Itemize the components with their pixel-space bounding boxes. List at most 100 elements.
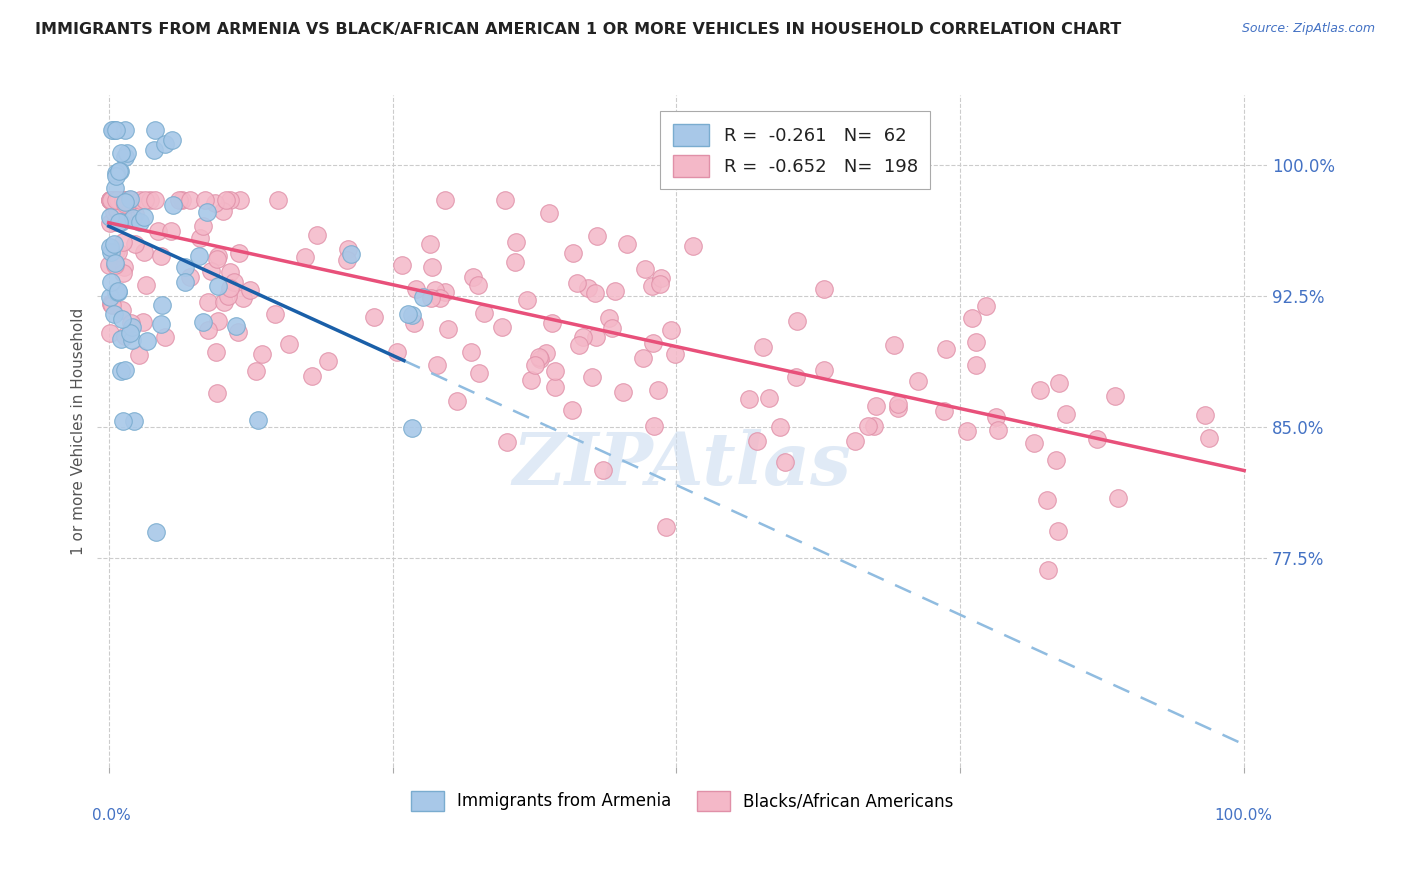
Point (650, 271, 672, 285)
Point (122, 414, 145, 428)
Point (612, 385, 634, 400)
Point (598, 311, 620, 326)
Point (536, 346, 558, 360)
Point (562, 245, 585, 260)
Point (100, 275, 122, 289)
Point (467, 367, 489, 381)
Point (98, 211, 121, 225)
Point (460, 345, 482, 359)
Point (111, 312, 134, 326)
Point (121, 211, 143, 225)
Point (401, 308, 423, 322)
Point (112, 260, 135, 274)
Point (1047, 524, 1070, 538)
Point (135, 277, 157, 292)
Point (786, 314, 808, 328)
Point (101, 193, 124, 207)
Point (103, 307, 125, 321)
Point (104, 123, 127, 137)
Point (1022, 435, 1045, 450)
Point (935, 343, 957, 357)
Point (544, 364, 567, 378)
Point (107, 193, 129, 207)
Point (263, 307, 285, 321)
Point (602, 321, 624, 335)
Point (396, 307, 419, 321)
Point (191, 314, 214, 328)
Point (472, 306, 495, 320)
Point (112, 199, 135, 213)
Point (585, 329, 607, 343)
Point (592, 462, 614, 476)
Point (143, 144, 166, 158)
Point (190, 230, 212, 244)
Point (100, 298, 122, 312)
Point (222, 275, 245, 289)
Point (107, 284, 129, 298)
Point (111, 208, 134, 222)
Point (505, 235, 527, 249)
Point (887, 401, 910, 416)
Point (110, 198, 132, 212)
Point (245, 364, 267, 378)
Point (1054, 407, 1077, 421)
Point (153, 136, 176, 151)
Point (134, 245, 156, 260)
Point (114, 329, 136, 343)
Point (155, 329, 177, 343)
Point (567, 276, 589, 290)
Point (114, 150, 136, 164)
Point (340, 247, 363, 261)
Point (115, 193, 138, 207)
Point (434, 285, 457, 299)
Point (446, 393, 468, 408)
Point (100, 193, 122, 207)
Point (751, 340, 773, 354)
Point (105, 202, 128, 217)
Point (110, 332, 132, 346)
Point (149, 249, 172, 263)
Point (363, 310, 385, 324)
Point (640, 279, 662, 293)
Point (585, 228, 607, 243)
Point (117, 197, 139, 211)
Point (1029, 383, 1052, 397)
Point (405, 282, 427, 296)
Point (758, 392, 780, 406)
Point (150, 298, 173, 312)
Point (650, 277, 672, 291)
Point (516, 293, 538, 308)
Point (167, 193, 190, 207)
Point (537, 205, 560, 219)
Point (115, 193, 138, 207)
Point (429, 291, 451, 305)
Point (785, 369, 807, 384)
Point (865, 399, 887, 413)
Point (278, 337, 301, 351)
Point (103, 237, 125, 252)
Point (647, 383, 669, 397)
Point (120, 192, 142, 206)
Point (104, 180, 127, 194)
Point (114, 197, 136, 211)
Point (769, 419, 792, 434)
Point (503, 254, 526, 268)
Point (128, 215, 150, 229)
Point (103, 123, 125, 137)
Point (120, 193, 142, 207)
Point (110, 363, 132, 377)
Point (426, 359, 449, 373)
Point (98, 240, 121, 254)
Point (200, 264, 222, 278)
Point (863, 419, 886, 434)
Point (104, 193, 127, 207)
Point (108, 193, 131, 207)
Point (631, 351, 654, 365)
Point (402, 316, 425, 330)
Point (108, 164, 131, 178)
Point (401, 421, 423, 435)
Point (461, 270, 484, 285)
Text: ZIPAtlas: ZIPAtlas (513, 429, 852, 500)
Point (974, 299, 997, 313)
Point (139, 193, 162, 207)
